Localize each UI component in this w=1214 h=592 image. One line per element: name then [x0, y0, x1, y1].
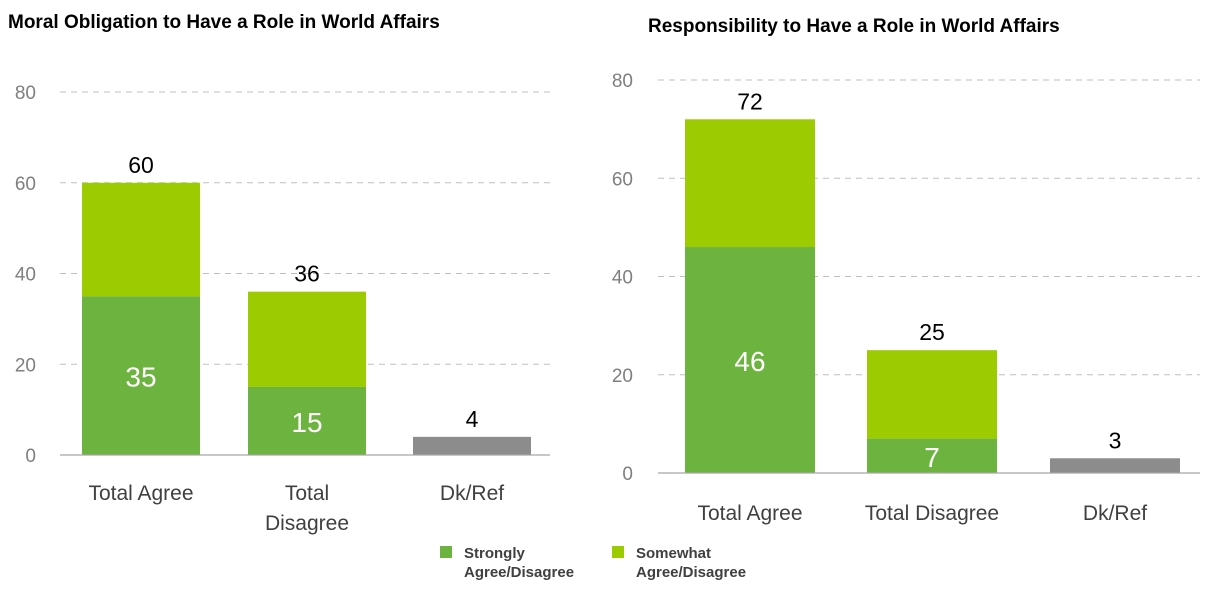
category-label: Total Agree [88, 482, 193, 505]
segment-value-label: 15 [291, 407, 322, 438]
bar-total-label: 60 [128, 152, 154, 178]
category-label: Total Disagree [865, 502, 999, 525]
bar-segment-strongly [82, 296, 200, 455]
y-tick-label: 20 [612, 366, 633, 387]
bar-segment-somewhat [685, 119, 815, 248]
bar-segment-dkref [1050, 458, 1180, 473]
bar-segment-strongly [867, 438, 997, 473]
legend-swatch-somewhat [612, 546, 624, 558]
legend-swatch-strongly [440, 546, 452, 558]
y-tick-label: 60 [15, 174, 36, 195]
y-tick-label: 60 [612, 169, 633, 190]
bar-segment-somewhat [867, 350, 997, 439]
legend-label: Agree/Disagree [464, 564, 574, 581]
category-label: Total [285, 482, 329, 505]
y-tick-label: 80 [15, 83, 36, 104]
chart-title: Moral Obligation to Have a Role in World… [8, 12, 440, 33]
bar-segment-strongly [685, 247, 815, 473]
legend: Strongly Agree/Disagree Somewhat Agree/Disa… [440, 545, 746, 581]
legend-label: Somewhat [636, 545, 711, 562]
bar-total-label: 3 [1109, 427, 1122, 453]
bar-total-label: 25 [919, 319, 945, 345]
y-tick-label: 40 [15, 265, 36, 286]
y-tick-label: 20 [15, 355, 36, 376]
y-tick-label: 40 [612, 268, 633, 289]
legend-label: Agree/Disagree [636, 564, 746, 581]
bar-segment-strongly [248, 386, 366, 455]
category-label: Dk/Ref [1083, 502, 1147, 525]
chart-responsibility: Responsibility to Have a Role in World A… [612, 16, 1200, 525]
y-tick-label: 80 [612, 71, 633, 92]
category-label: Dk/Ref [440, 482, 504, 505]
segment-value-label: 35 [125, 362, 156, 393]
bar-total-label: 72 [737, 88, 763, 114]
chart-moral-obligation: Moral Obligation to Have a Role in World… [8, 12, 550, 535]
category-label: Disagree [265, 512, 349, 535]
segment-value-label: 46 [734, 346, 765, 377]
bar-segment-somewhat [82, 182, 200, 297]
y-tick-label: 0 [622, 464, 633, 485]
y-tick-label: 0 [25, 446, 36, 467]
chart-title: Responsibility to Have a Role in World A… [648, 16, 1060, 37]
legend-label: Strongly [464, 545, 525, 562]
bar-segment-dkref [413, 436, 531, 455]
bar-segment-somewhat [248, 291, 366, 387]
bar-total-label: 4 [466, 406, 479, 432]
bar-total-label: 36 [294, 261, 320, 287]
category-label: Total Agree [697, 502, 802, 525]
segment-value-label: 7 [924, 442, 940, 473]
